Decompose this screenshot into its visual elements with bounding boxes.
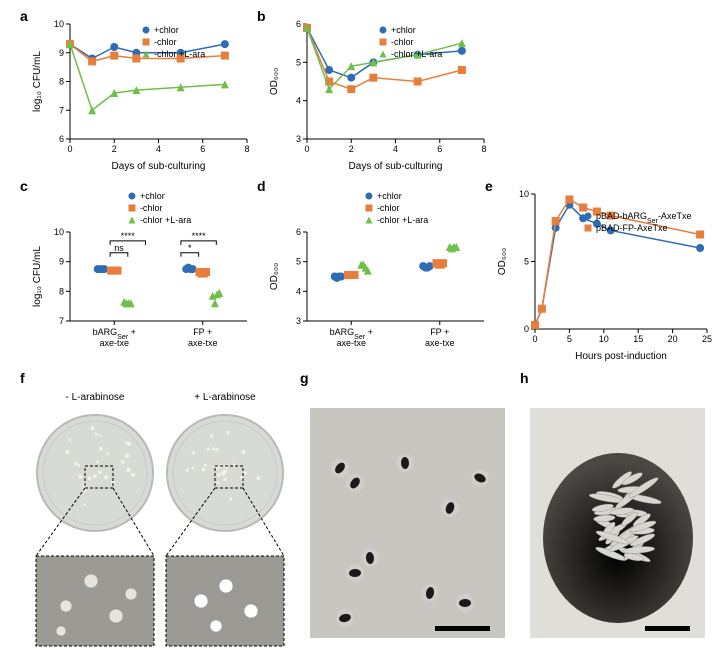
svg-text:axe-txe: axe-txe (425, 338, 455, 348)
svg-text:- L-arabinose: - L-arabinose (66, 392, 125, 403)
panel-label-g: g (300, 370, 309, 386)
chart-e: 0 5 10 15 20 25 0 5 10 Hours post-induction OD₆₀₀ p… (493, 188, 713, 363)
svg-text:*: * (188, 243, 192, 253)
svg-text:8: 8 (244, 144, 249, 154)
svg-text:7: 7 (59, 316, 64, 326)
svg-text:6: 6 (59, 134, 64, 144)
svg-text:-chlor +L-ara: -chlor +L-ara (391, 49, 442, 59)
svg-text:****: **** (192, 231, 207, 241)
svg-text:0: 0 (304, 144, 309, 154)
svg-text:25: 25 (702, 334, 712, 344)
svg-text:4: 4 (393, 144, 398, 154)
svg-text:+chlor: +chlor (377, 191, 402, 201)
svg-text:-chlor: -chlor (140, 203, 163, 213)
svg-text:OD₆₀₀: OD₆₀₀ (497, 248, 508, 275)
svg-text:Hours post-induction: Hours post-induction (575, 351, 667, 362)
svg-text:8: 8 (59, 77, 64, 87)
svg-text:2: 2 (349, 144, 354, 154)
svg-text:Days of sub-culturing: Days of sub-culturing (349, 161, 443, 172)
svg-text:10: 10 (519, 189, 529, 199)
svg-text:axe-txe: axe-txe (336, 338, 366, 348)
svg-text:axe-txe: axe-txe (188, 338, 218, 348)
svg-text:8: 8 (481, 144, 486, 154)
svg-text:-chlor +L-ara: -chlor +L-ara (377, 215, 428, 225)
svg-text:FP +: FP + (430, 327, 449, 337)
svg-text:8: 8 (59, 286, 64, 296)
svg-text:-chlor: -chlor (391, 37, 414, 47)
svg-text:7: 7 (59, 105, 64, 115)
svg-text:OD₆₀₀: OD₆₀₀ (269, 263, 280, 290)
svg-text:ns: ns (114, 243, 124, 253)
svg-text:6: 6 (296, 19, 301, 29)
svg-text:9: 9 (59, 48, 64, 58)
svg-text:log₁₀ CFU/mL: log₁₀ CFU/mL (32, 51, 43, 112)
svg-text:FP +: FP + (193, 327, 212, 337)
svg-text:-chlor +L-ara: -chlor +L-ara (154, 49, 205, 59)
panel-label-a: a (20, 8, 28, 24)
chart-a: 0 2 4 6 8 6 7 8 9 10 Days of sub-culturing log₁₀ CF… (28, 18, 253, 173)
svg-text:+chlor: +chlor (154, 25, 179, 35)
svg-text:+ L-arabinose: + L-arabinose (194, 392, 256, 403)
panel-g-microscopy (310, 388, 505, 658)
svg-text:4: 4 (296, 96, 301, 106)
svg-text:9: 9 (59, 257, 64, 267)
svg-text:0: 0 (532, 334, 537, 344)
svg-text:log₁₀ CFU/mL: log₁₀ CFU/mL (32, 246, 43, 307)
svg-text:axe-txe: axe-txe (99, 338, 129, 348)
panel-label-f: f (20, 370, 25, 386)
svg-text:6: 6 (437, 144, 442, 154)
panel-h-tem (530, 388, 705, 658)
svg-text:10: 10 (54, 19, 64, 29)
svg-text:-chlor +L-ara: -chlor +L-ara (140, 215, 191, 225)
svg-text:-chlor: -chlor (154, 37, 177, 47)
chart-c: 78910log₁₀ CFU/mLbARGSer +axe-txeFP +axe… (28, 188, 253, 363)
svg-text:+chlor: +chlor (391, 25, 416, 35)
svg-text:6: 6 (200, 144, 205, 154)
chart-b: 0 2 4 6 8 3 4 5 6 Days of sub-culturing OD₆₀₀ +chlo… (265, 18, 490, 173)
chart-d: 3456OD₆₀₀bARGSer +axe-txeFP +axe-txe+chl… (265, 188, 490, 363)
svg-text:15: 15 (633, 334, 643, 344)
svg-text:pBAD-FP-AxeTxe: pBAD-FP-AxeTxe (596, 223, 668, 233)
svg-text:5: 5 (567, 334, 572, 344)
svg-text:3: 3 (296, 134, 301, 144)
svg-text:10: 10 (54, 227, 64, 237)
svg-text:2: 2 (112, 144, 117, 154)
svg-text:0: 0 (524, 324, 529, 334)
svg-text:Days of sub-culturing: Days of sub-culturing (112, 161, 206, 172)
svg-text:-chlor: -chlor (377, 203, 400, 213)
svg-text:4: 4 (156, 144, 161, 154)
svg-text:****: **** (121, 231, 136, 241)
svg-text:5: 5 (296, 257, 301, 267)
svg-text:20: 20 (668, 334, 678, 344)
svg-text:0: 0 (67, 144, 72, 154)
svg-text:5: 5 (524, 257, 529, 267)
svg-text:5: 5 (296, 57, 301, 67)
svg-text:+chlor: +chlor (140, 191, 165, 201)
svg-text:4: 4 (296, 286, 301, 296)
svg-text:10: 10 (599, 334, 609, 344)
svg-text:OD₆₀₀: OD₆₀₀ (269, 68, 280, 95)
panel-f-plates: - L-arabinose + L-arabinose (30, 388, 290, 658)
svg-text:3: 3 (296, 316, 301, 326)
panel-label-c: c (20, 178, 28, 194)
panel-label-h: h (520, 370, 529, 386)
svg-text:6: 6 (296, 227, 301, 237)
